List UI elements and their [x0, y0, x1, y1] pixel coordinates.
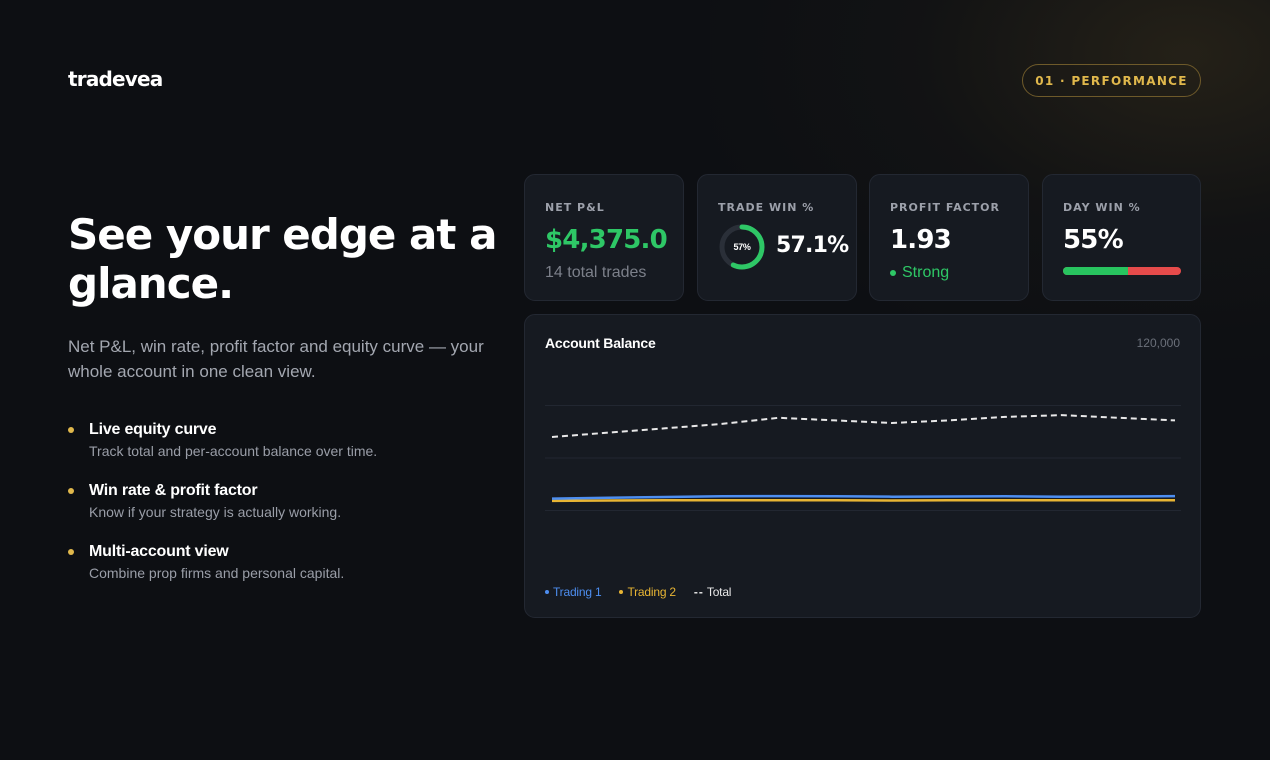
- net-pnl-value: $4,375.0: [545, 225, 668, 255]
- legend-label: Trading 2: [627, 585, 676, 599]
- feature-description: Track total and per-account balance over…: [89, 443, 378, 459]
- legend-item-trading-2[interactable]: Trading 2: [619, 585, 676, 599]
- trade-win-card: TRADE WIN % 57% 57.1%: [697, 174, 857, 301]
- bullet-dot-icon: [68, 488, 74, 494]
- feature-description: Know if your strategy is actually workin…: [89, 504, 342, 520]
- legend-label: Total: [706, 585, 732, 599]
- day-win-label: DAY WIN %: [1063, 201, 1141, 214]
- legend-dot-icon: [619, 590, 624, 594]
- profit-factor-label: PROFIT FACTOR: [890, 201, 1000, 214]
- feature-item: Multi-account view Combine prop firms an…: [68, 542, 488, 603]
- feature-item: Live equity curve Track total and per-ac…: [68, 420, 488, 481]
- status-text: Strong: [902, 264, 950, 281]
- win-rate-ring-fill: [719, 224, 765, 270]
- legend-dash-icon: --: [693, 585, 704, 599]
- feature-item: Win rate & profit factor Know if your st…: [68, 481, 488, 542]
- win-rate-ring-label: 57%: [733, 242, 751, 252]
- chart-y-max-label: 120,000: [1136, 336, 1180, 350]
- legend-label: Trading 1: [553, 585, 602, 599]
- win-rate-ring: [719, 224, 765, 270]
- account-balance-chart: Account Balance 120,000 Trading 1 Tradin…: [524, 314, 1201, 618]
- section-badge: 01 · PERFORMANCE: [1022, 64, 1201, 97]
- net-pnl-card: NET P&L $4,375.0 14 total trades: [524, 174, 684, 301]
- trade-win-label: TRADE WIN %: [718, 201, 815, 214]
- feature-title: Win rate & profit factor: [89, 482, 258, 499]
- hero-headline: See your edge at a glance.: [68, 210, 497, 308]
- net-pnl-label: NET P&L: [545, 201, 605, 214]
- status-dot-icon: [890, 270, 896, 276]
- profit-factor-status: Strong: [890, 264, 949, 282]
- brand-logo[interactable]: tradevea: [68, 67, 163, 91]
- day-win-card: DAY WIN % 55%: [1042, 174, 1201, 301]
- chart-plot: [545, 405, 1181, 511]
- total-trades-text: 14 total trades: [545, 264, 647, 281]
- feature-description: Combine prop firms and personal capital.: [89, 565, 345, 581]
- profit-factor-value: 1.93: [890, 225, 952, 255]
- bullet-dot-icon: [68, 549, 74, 555]
- legend-dot-icon: [545, 590, 549, 594]
- profit-factor-card: PROFIT FACTOR 1.93 Strong: [869, 174, 1029, 301]
- trade-win-value: 57.1%: [776, 233, 849, 258]
- bullet-dot-icon: [68, 427, 74, 433]
- series-line-trading-2: [551, 498, 1176, 503]
- day-win-value: 55%: [1063, 225, 1124, 255]
- day-win-bar-fill: [1063, 267, 1128, 275]
- chart-legend: Trading 1 Trading 2 -- Total: [545, 585, 749, 599]
- chart-title: Account Balance: [545, 335, 656, 351]
- day-win-bar: [1063, 267, 1181, 275]
- feature-title: Live equity curve: [89, 421, 217, 438]
- legend-item-trading-1[interactable]: Trading 1: [545, 585, 602, 599]
- legend-item-total[interactable]: -- Total: [693, 585, 732, 599]
- hero-subtext: Net P&L, win rate, profit factor and equ…: [68, 337, 484, 381]
- feature-title: Multi-account view: [89, 543, 229, 560]
- series-line-total: [551, 414, 1176, 438]
- series-line-trading-1: [551, 494, 1176, 500]
- feature-list: Live equity curve Track total and per-ac…: [68, 420, 488, 603]
